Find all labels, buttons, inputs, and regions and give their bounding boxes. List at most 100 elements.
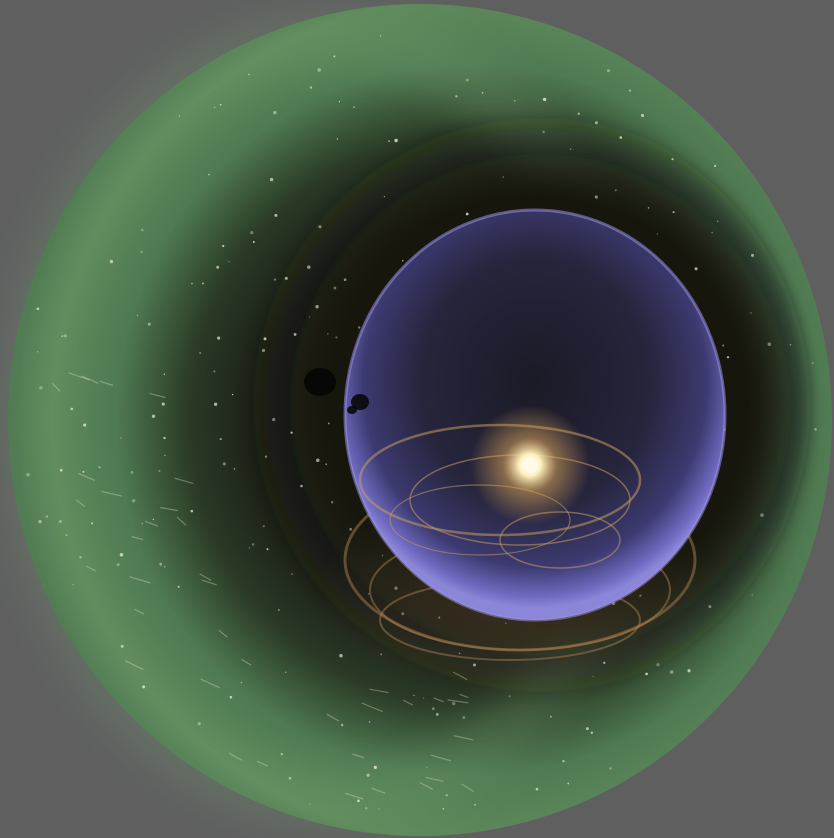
star-speck	[577, 112, 580, 116]
star-speck	[130, 470, 134, 474]
star-streak	[371, 787, 386, 794]
star-speck	[550, 715, 552, 718]
star-speck	[38, 519, 42, 524]
star-speck	[79, 556, 82, 559]
star-speck	[120, 644, 124, 648]
star-speck	[435, 712, 439, 716]
star-streak	[124, 660, 144, 671]
star-speck	[365, 807, 368, 810]
dark-cloud-icon	[304, 368, 369, 414]
star-speck	[291, 573, 293, 575]
star-speck	[349, 527, 353, 531]
star-speck	[767, 342, 772, 346]
star-streak	[81, 375, 99, 384]
star-speck	[190, 509, 194, 513]
star-speck	[109, 259, 114, 264]
star-speck	[262, 525, 265, 528]
star-speck	[640, 113, 645, 118]
star-speck	[233, 468, 236, 470]
star-speck	[293, 332, 297, 336]
star-speck	[284, 276, 288, 280]
star-streak	[201, 579, 217, 586]
star-speck	[535, 787, 539, 791]
star-speck	[445, 794, 448, 797]
star-speck	[333, 55, 336, 58]
star-speck	[628, 89, 632, 92]
star-streak	[419, 781, 433, 790]
star-speck	[327, 333, 329, 335]
star-speck	[751, 253, 754, 257]
star-streak	[160, 506, 179, 512]
star-speck	[317, 68, 321, 72]
star-speck	[717, 220, 719, 222]
star-speck	[330, 501, 334, 504]
star-speck	[394, 138, 398, 143]
star-speck	[474, 803, 477, 806]
star-speck	[358, 326, 361, 329]
core-center	[522, 457, 538, 473]
star-streak	[75, 499, 85, 507]
star-speck	[36, 307, 40, 311]
star-speck	[250, 230, 254, 235]
star-speck	[158, 469, 161, 473]
star-speck	[687, 669, 691, 673]
star-speck	[222, 462, 226, 466]
star-speck	[333, 286, 337, 290]
star-speck	[272, 417, 276, 422]
star-speck	[217, 336, 221, 340]
star-speck	[671, 158, 674, 161]
star-streak	[199, 573, 212, 581]
star-speck	[231, 393, 234, 396]
star-speck	[248, 73, 250, 76]
star-speck	[63, 334, 67, 338]
star-speck	[585, 727, 589, 731]
star-speck	[339, 654, 343, 658]
star-speck	[308, 316, 311, 318]
star-speck	[288, 776, 292, 780]
star-streak	[68, 372, 90, 381]
star-speck	[151, 414, 156, 418]
star-speck	[380, 35, 382, 37]
star-streak	[149, 392, 166, 399]
star-speck	[413, 694, 415, 697]
star-streak	[345, 792, 364, 800]
star-speck	[388, 140, 390, 142]
star-speck	[514, 100, 516, 102]
star-speck	[614, 189, 617, 192]
star-speck	[264, 455, 268, 458]
star-speck	[672, 211, 675, 214]
star-speck	[327, 422, 330, 425]
star-speck	[609, 767, 612, 770]
star-speck	[142, 685, 146, 689]
star-speck	[159, 562, 163, 566]
inner-sphere-rim	[343, 208, 727, 622]
star-speck	[590, 731, 594, 735]
star-speck	[425, 766, 428, 769]
star-speck	[140, 228, 144, 232]
star-speck	[269, 177, 274, 182]
star-speck	[251, 543, 255, 546]
star-speck	[455, 95, 458, 98]
star-speck	[619, 136, 623, 139]
star-speck	[542, 97, 547, 102]
star-speck	[39, 386, 43, 390]
star-streak	[361, 702, 384, 713]
star-speck	[465, 78, 469, 82]
star-speck	[336, 138, 339, 140]
star-speck	[481, 92, 484, 94]
star-speck	[647, 207, 650, 209]
star-speck	[378, 808, 380, 810]
star-speck	[309, 86, 313, 89]
star-speck	[59, 520, 62, 523]
star-speck	[60, 468, 63, 472]
star-speck	[274, 213, 278, 217]
star-speck	[228, 261, 230, 263]
star-speck	[26, 473, 30, 477]
star-streak	[461, 783, 475, 793]
star-speck	[462, 716, 466, 719]
star-speck	[726, 356, 730, 359]
star-speck	[465, 212, 469, 216]
star-speck	[147, 322, 151, 326]
star-speck	[789, 343, 792, 346]
